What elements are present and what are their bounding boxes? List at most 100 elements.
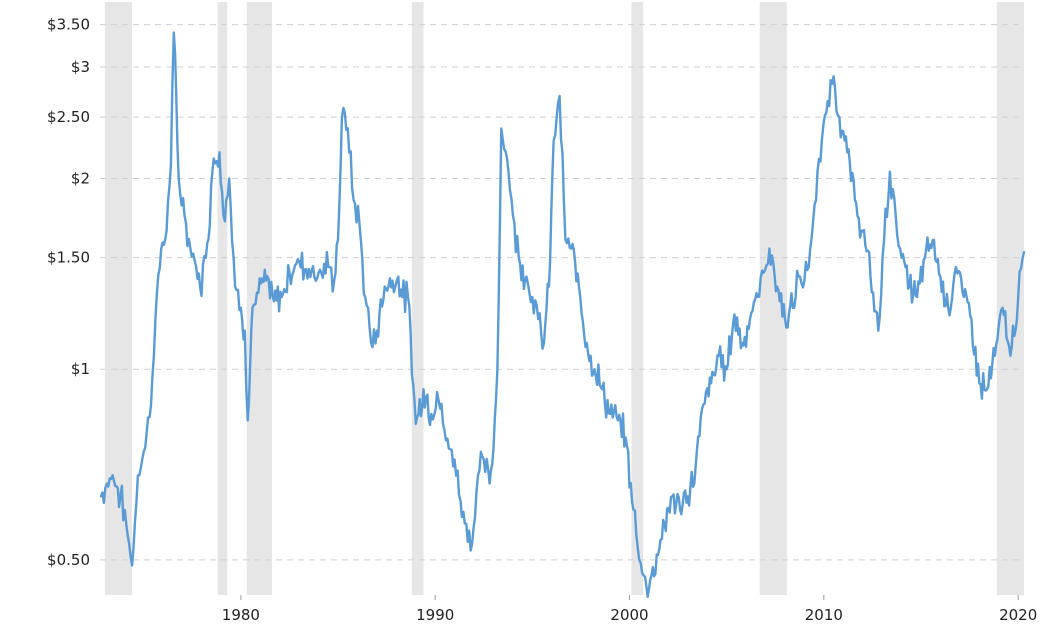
recession-band-5 xyxy=(759,2,787,595)
data-point xyxy=(189,247,191,249)
data-point xyxy=(854,199,856,201)
data-point xyxy=(453,458,455,460)
data-point xyxy=(970,318,972,320)
data-point xyxy=(500,127,502,129)
y-axis: $3.50 $3 $2.50 $2 $1.50 $1 $0.50 xyxy=(47,16,90,569)
data-point xyxy=(240,307,242,309)
data-point xyxy=(632,508,634,510)
data-point xyxy=(512,214,514,216)
data-point xyxy=(183,214,185,216)
data-point xyxy=(537,318,539,320)
y-tick-label: $0.50 xyxy=(47,551,90,569)
data-point xyxy=(838,116,840,118)
data-point xyxy=(895,214,897,216)
data-point xyxy=(543,342,545,344)
data-point xyxy=(531,296,533,298)
data-point xyxy=(199,285,201,287)
data-point xyxy=(471,543,473,545)
data-point xyxy=(506,157,508,159)
x-tick-label: 1980 xyxy=(222,606,260,624)
data-point xyxy=(496,368,498,370)
data-point xyxy=(100,495,102,497)
data-point xyxy=(586,342,588,344)
data-point xyxy=(317,272,319,274)
data-point xyxy=(234,285,236,287)
data-point xyxy=(436,391,438,393)
data-point xyxy=(137,474,139,476)
data-point xyxy=(257,292,259,294)
data-point xyxy=(125,523,127,525)
data-point xyxy=(749,318,751,320)
data-point xyxy=(397,275,399,277)
data-point xyxy=(246,419,248,421)
data-point xyxy=(337,239,339,241)
data-point xyxy=(195,266,197,268)
x-tick-label: 2020 xyxy=(999,606,1037,624)
data-point xyxy=(768,247,770,249)
data-point xyxy=(710,382,712,384)
recession-band-6 xyxy=(996,2,1024,595)
data-point xyxy=(212,157,214,159)
data-point xyxy=(280,296,282,298)
data-point xyxy=(525,275,527,277)
data-point xyxy=(558,95,560,97)
data-point xyxy=(762,272,764,274)
data-point xyxy=(492,447,494,449)
data-point xyxy=(407,296,409,298)
y-tick-label: $2.50 xyxy=(47,108,90,126)
y-tick-label: $1 xyxy=(71,360,90,378)
data-point xyxy=(298,260,300,262)
data-point xyxy=(702,403,704,405)
data-point xyxy=(694,466,696,468)
data-point xyxy=(222,214,224,216)
data-point xyxy=(784,318,786,320)
data-point xyxy=(170,164,172,166)
data-point xyxy=(679,508,681,510)
data-point xyxy=(383,285,385,287)
data-point xyxy=(370,342,372,344)
data-point xyxy=(148,416,150,418)
recession-band-4 xyxy=(631,2,644,595)
data-point xyxy=(862,230,864,232)
y-tick-label: $3 xyxy=(71,58,90,76)
data-point xyxy=(947,307,949,309)
data-point xyxy=(815,199,817,201)
data-point xyxy=(564,239,566,241)
data-point xyxy=(776,285,778,287)
data-point xyxy=(570,247,572,249)
data-point xyxy=(792,307,794,309)
recession-bands xyxy=(104,2,1024,595)
y-tick-label: $1.50 xyxy=(47,249,90,267)
data-point xyxy=(391,279,393,281)
data-point xyxy=(821,139,823,141)
data-point xyxy=(1017,296,1019,298)
series-group xyxy=(99,31,1026,598)
data-point xyxy=(164,239,166,241)
y-tick-label: $3.50 xyxy=(47,16,90,34)
data-point xyxy=(644,576,646,578)
data-point xyxy=(725,368,727,370)
data-point xyxy=(757,296,759,298)
data-point xyxy=(178,177,180,179)
data-point xyxy=(106,482,108,484)
data-point xyxy=(442,423,444,425)
data-point xyxy=(624,436,626,438)
data-point xyxy=(809,247,811,249)
data-point xyxy=(900,256,902,258)
data-point xyxy=(430,413,432,415)
data-point xyxy=(347,127,349,129)
data-point xyxy=(228,177,230,179)
data-point xyxy=(273,300,275,302)
data-point xyxy=(986,388,988,390)
gridlines xyxy=(100,24,1024,561)
data-point xyxy=(803,279,805,281)
data-point xyxy=(488,482,490,484)
recession-band-1 xyxy=(217,2,228,595)
data-point xyxy=(119,495,121,497)
data-point xyxy=(401,296,403,298)
data-point xyxy=(265,279,267,281)
data-point xyxy=(718,355,720,357)
data-point xyxy=(218,151,220,153)
data-point xyxy=(578,285,580,287)
